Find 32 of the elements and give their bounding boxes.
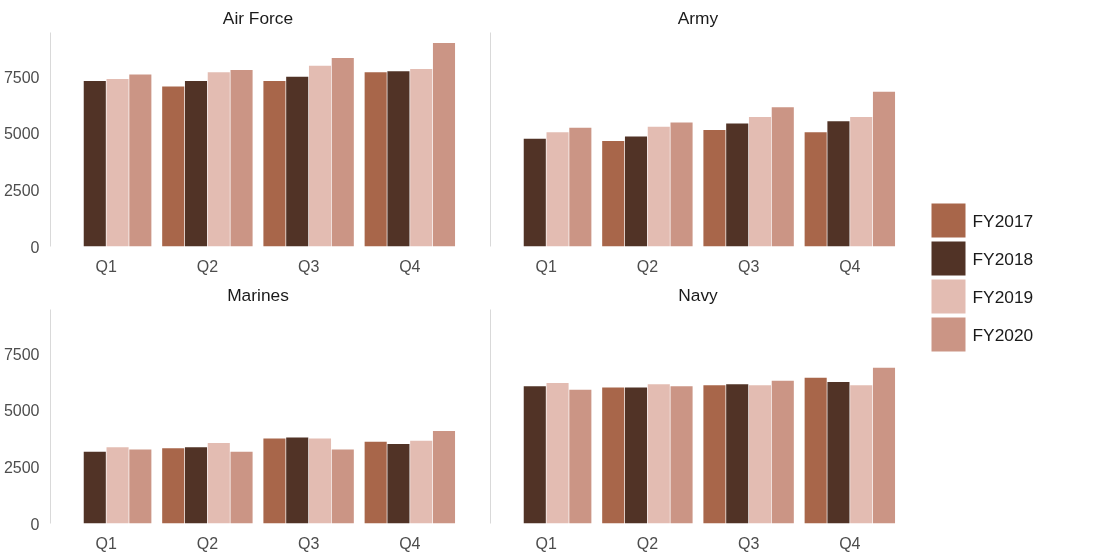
x-tick-label: Q2 [196, 257, 219, 275]
chart-title: Navy [678, 284, 719, 305]
legend-label: FY2017 [972, 210, 1034, 231]
y-tick-label: 2500 [3, 458, 40, 476]
y-tick-label: 0 [30, 238, 40, 256]
x-tick-label: Q4 [399, 257, 421, 275]
x-tick-label: Q4 [839, 257, 861, 275]
x-tick-label: Q3 [737, 534, 760, 552]
x-tick-label: Q1 [95, 257, 117, 275]
y-tick-label: 5000 [3, 402, 40, 420]
y-tick-label: 5000 [3, 125, 40, 143]
legend-label: FY2020 [972, 324, 1034, 345]
x-tick-label: Q3 [297, 257, 320, 275]
x-tick-label: Q1 [535, 534, 557, 552]
x-tick-label: Q4 [839, 534, 861, 552]
x-tick-label: Q2 [636, 534, 659, 552]
x-tick-label: Q2 [636, 257, 659, 275]
x-tick-label: Q3 [297, 534, 320, 552]
chart-title: Air Force [222, 7, 294, 28]
x-tick-label: Q3 [737, 257, 760, 275]
x-tick-label: Q2 [196, 534, 219, 552]
y-tick-label: 7500 [3, 68, 40, 86]
y-tick-label: 2500 [3, 181, 40, 199]
chart-title: Army [677, 7, 719, 28]
y-tick-label: 7500 [3, 345, 40, 363]
y-tick-label: 0 [30, 515, 40, 533]
legend-label: FY2018 [972, 248, 1034, 269]
x-tick-label: Q4 [399, 534, 421, 552]
x-tick-label: Q1 [535, 257, 557, 275]
chart-title: Marines [227, 284, 290, 305]
x-tick-label: Q1 [95, 534, 117, 552]
legend-label: FY2019 [972, 286, 1034, 307]
